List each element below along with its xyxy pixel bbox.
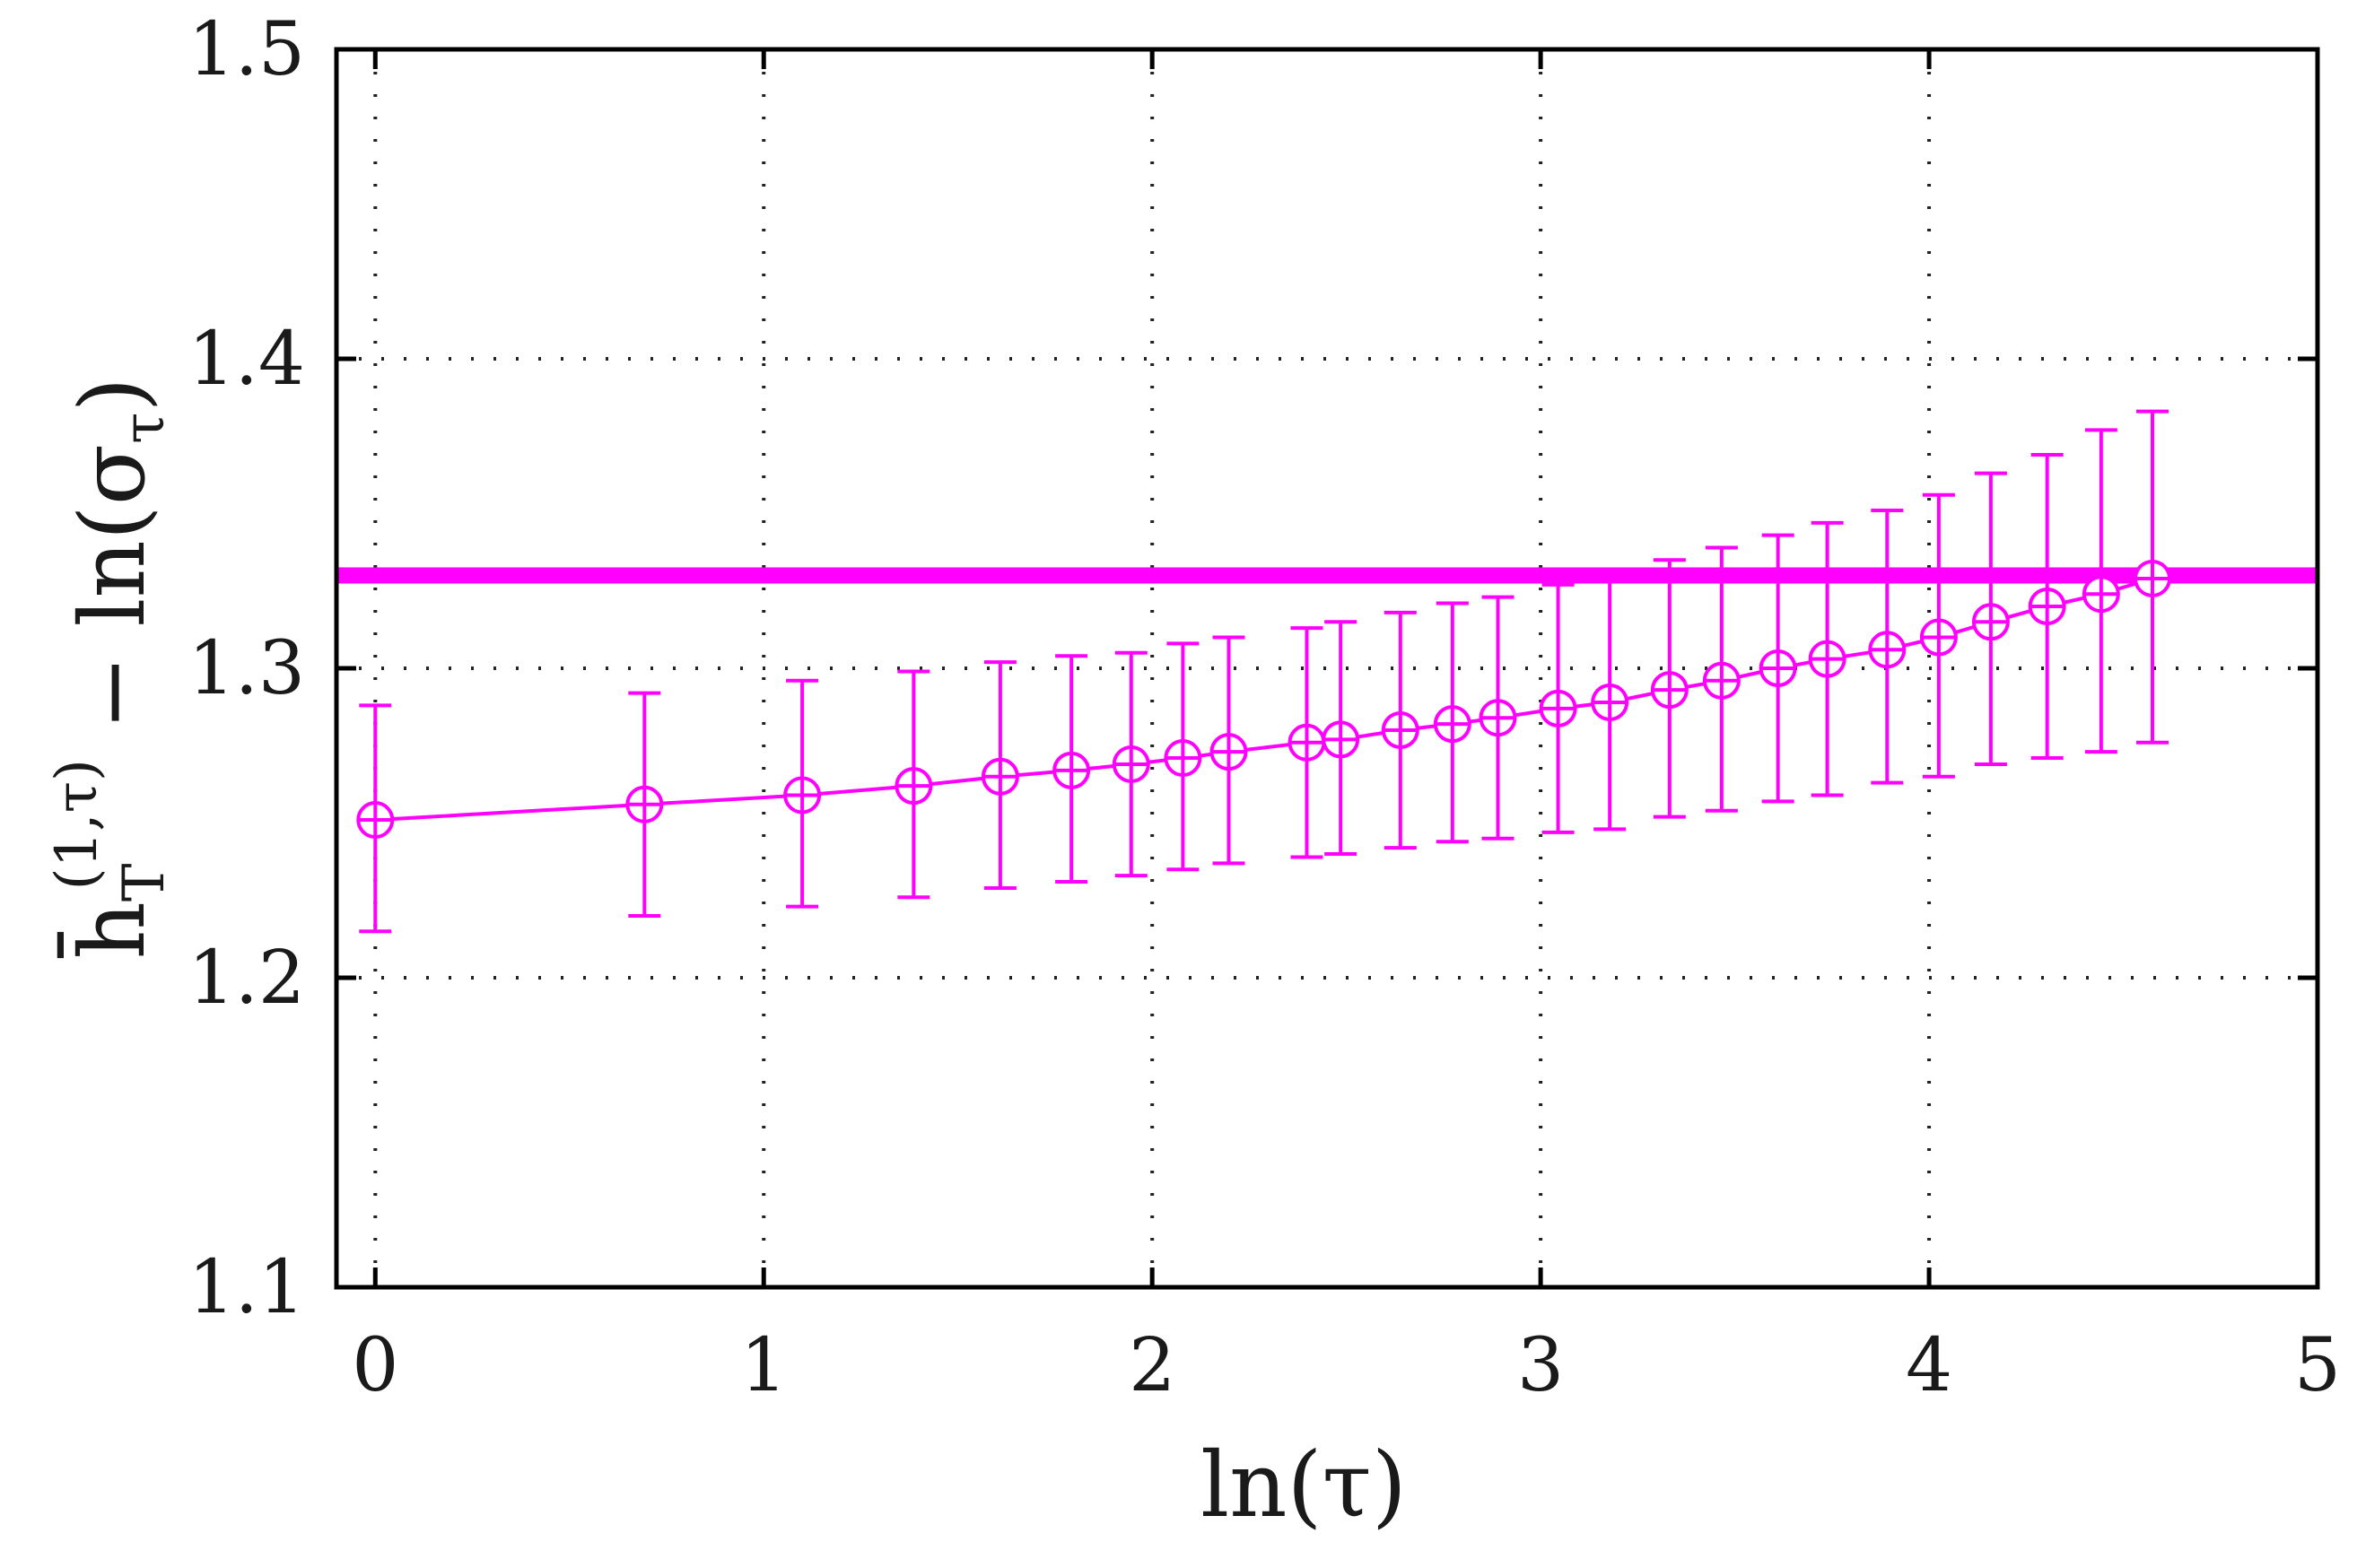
x-tick-label: 5 [2294,1323,2341,1408]
y-label-rest: − ln(σ [60,444,165,759]
data-point [981,660,1019,890]
data-point [895,669,933,900]
data-point [1322,620,1360,856]
data-point [2028,452,2066,761]
y-label-subscript: T [111,863,178,902]
x-tick-label: 1 [740,1323,787,1408]
y-label-close: ) [60,378,165,413]
data-point [1759,533,1797,804]
data-point [1209,635,1248,866]
x-tick-label: 0 [352,1323,398,1408]
data-point [1381,610,1419,850]
x-tick-label: 3 [1517,1323,1564,1408]
grid-lines [336,49,2318,1287]
y-tick-label: 1.2 [188,936,305,1021]
y-tick-label: 1.3 [188,626,305,711]
data-point [1433,601,1471,844]
data-point [1868,509,1907,785]
data-point [783,678,822,909]
data-point [1808,520,1846,797]
y-axis-label: h̄T(1,τ) − ln(στ) [44,378,178,960]
data-point [1591,571,1629,832]
data-point [1650,558,1689,819]
data-point [625,691,664,918]
x-tick-label: 2 [1129,1323,1175,1408]
data-point [1539,582,1577,834]
tick-labels: 0 1 2 3 4 5 1.1 1.2 1.3 1.4 1.5 [188,7,2342,1408]
y-label-base: h̄ [57,902,165,959]
data-point [356,703,395,934]
data-point [1112,650,1150,878]
data-point [2134,409,2171,745]
data-point [1164,641,1202,872]
data-point [1919,492,1958,779]
data-point [2082,428,2120,754]
y-tick-label: 1.5 [188,7,305,92]
data-point [1702,545,1741,813]
y-label-rest-subscript: τ [111,413,178,444]
data-point [1971,471,2010,766]
axis-ticks [336,47,2320,1290]
data-point [1052,654,1091,884]
y-tick-label: 1.1 [188,1245,305,1330]
data-point [1479,595,1517,841]
x-axis-label: ln(τ) [1200,1433,1407,1538]
y-label-superscript: (1,τ) [44,759,110,890]
series-layer [356,409,2171,934]
x-tick-label: 4 [1906,1323,1952,1408]
y-tick-label: 1.4 [188,317,305,402]
